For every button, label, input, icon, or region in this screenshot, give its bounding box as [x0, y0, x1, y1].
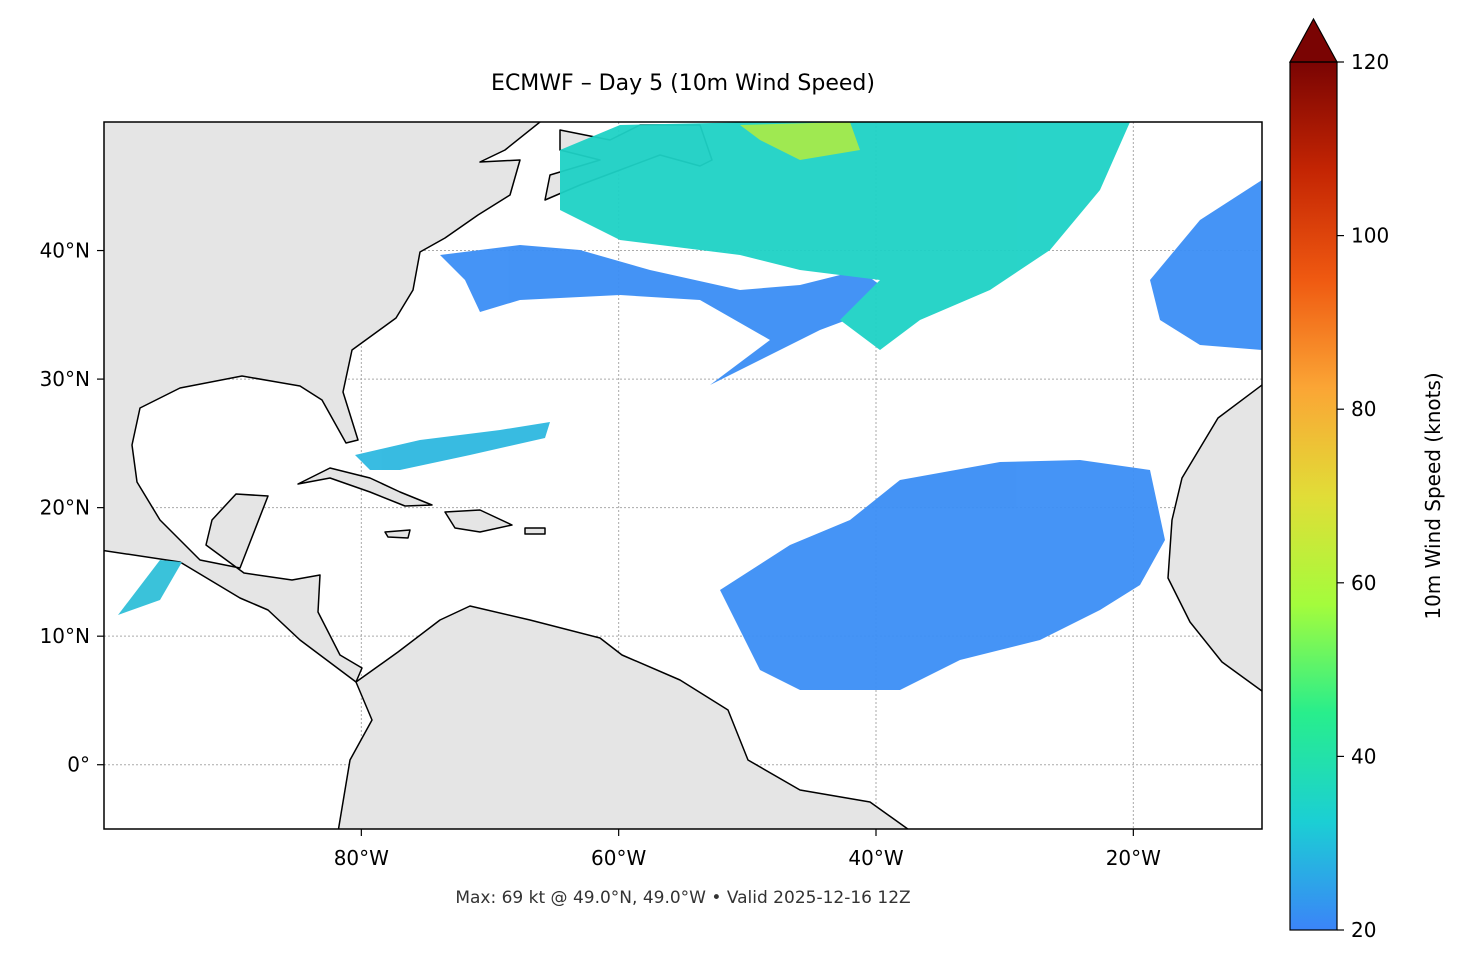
jamaica — [384, 529, 411, 539]
colorbar-tick-label: 20 — [1351, 918, 1376, 942]
x-tick-label: 20°W — [1106, 846, 1161, 870]
axis-ticks: 80°W 60°W 40°W 20°W 0° 10°N 20°N 30°N 40°N — [40, 239, 1162, 870]
puerto-rico — [524, 527, 546, 535]
map-title: ECMWF – Day 5 (10m Wind Speed) — [491, 71, 875, 96]
colorbar-extend — [1288, 17, 1339, 63]
y-tick-label: 10°N — [40, 624, 90, 648]
africa — [1167, 384, 1262, 693]
y-tick-label: 30°N — [40, 367, 90, 391]
map-area — [104, 122, 1262, 829]
cuba — [297, 467, 433, 507]
colorbar-tick-label: 120 — [1351, 50, 1389, 74]
colorbar-label: 10m Wind Speed (knots) — [1421, 372, 1445, 619]
south-america — [337, 605, 910, 829]
x-tick-label: 80°W — [334, 846, 389, 870]
hispaniola — [444, 509, 513, 533]
colorbar: 20 40 60 80 100 120 10m Wind Speed (knots) — [1288, 17, 1445, 942]
colorbar-tick-label: 40 — [1351, 744, 1376, 768]
colorbar-tick-label: 100 — [1351, 224, 1389, 248]
map-frame — [103, 121, 1263, 830]
north-america — [104, 122, 542, 683]
y-tick-label: 40°N — [40, 239, 90, 263]
y-tick-label: 0° — [67, 753, 90, 777]
colorbar-tick-label: 60 — [1351, 571, 1376, 595]
x-tick-label: 40°W — [848, 846, 903, 870]
colorbar-fill — [1290, 62, 1337, 930]
x-tick-label: 60°W — [591, 846, 646, 870]
footnote: Max: 69 kt @ 49.0°N, 49.0°W • Valid 2025… — [455, 888, 910, 908]
colorbar-tick-label: 80 — [1351, 397, 1376, 421]
colorbar-frame — [1289, 61, 1338, 931]
wind-field — [118, 122, 1262, 690]
y-tick-label: 20°N — [40, 496, 90, 520]
